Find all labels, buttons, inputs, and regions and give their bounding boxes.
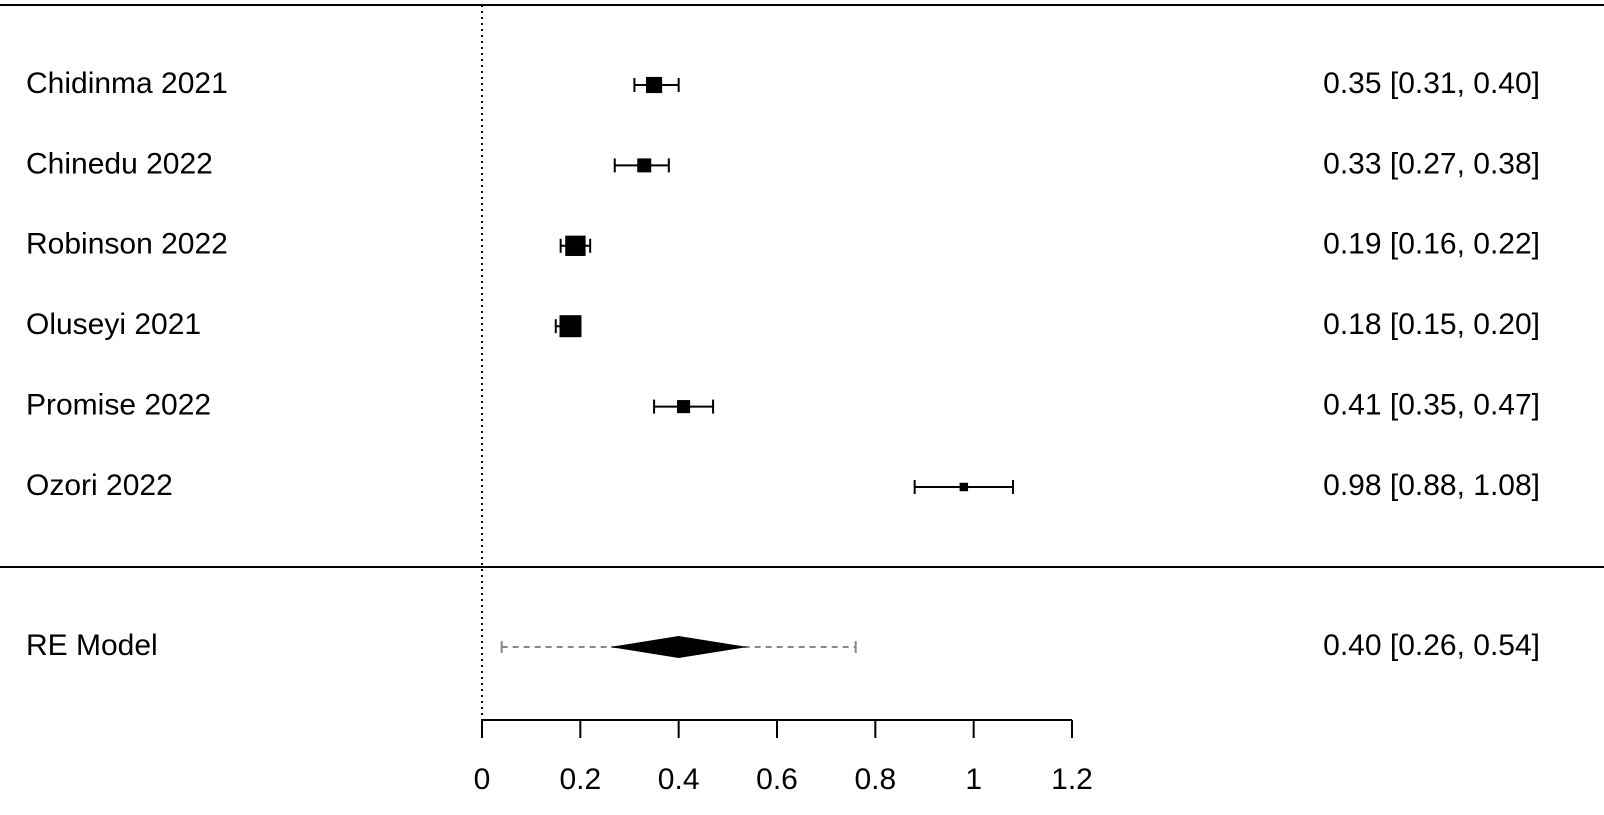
estimate-label: 0.19 [0.16, 0.22] [1323,228,1540,261]
study-label: Chinedu 2022 [26,147,213,180]
estimate-label: 0.41 [0.35, 0.47] [1323,389,1540,422]
x-tick-label: 1.2 [1051,763,1093,796]
study-label: Ozori 2022 [26,469,173,502]
estimate-square [677,400,691,414]
x-tick-label: 0.4 [658,763,700,796]
study-label: Promise 2022 [26,389,211,422]
estimate-square [646,76,663,94]
estimate-square [637,158,652,173]
x-tick-label: 0.8 [854,763,896,796]
summary-estimate-label: 0.40 [0.26, 0.54] [1323,629,1540,662]
estimate-label: 0.33 [0.27, 0.38] [1323,147,1540,180]
x-tick-label: 0.2 [559,763,601,796]
study-label: Chidinma 2021 [26,67,228,100]
estimate-square [559,315,582,338]
x-tick-label: 0.6 [756,763,798,796]
study-label: Robinson 2022 [26,228,228,261]
estimate-square [959,482,969,492]
summary-label: RE Model [26,629,158,662]
x-tick-label: 1 [965,763,982,796]
estimate-label: 0.35 [0.31, 0.40] [1323,67,1540,100]
x-tick-label: 0 [474,763,491,796]
study-label: Oluseyi 2021 [26,308,201,341]
estimate-square [565,235,586,256]
summary-diamond [609,636,748,658]
estimate-label: 0.98 [0.88, 1.08] [1323,469,1540,502]
estimate-label: 0.18 [0.15, 0.20] [1323,308,1540,341]
